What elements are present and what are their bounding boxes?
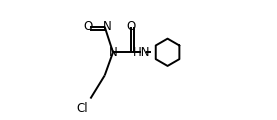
Text: Cl: Cl <box>76 102 88 115</box>
Text: N: N <box>109 46 117 59</box>
Text: O: O <box>126 20 135 33</box>
Text: O: O <box>84 20 93 33</box>
Text: N: N <box>102 20 111 33</box>
Text: HN: HN <box>133 46 150 59</box>
